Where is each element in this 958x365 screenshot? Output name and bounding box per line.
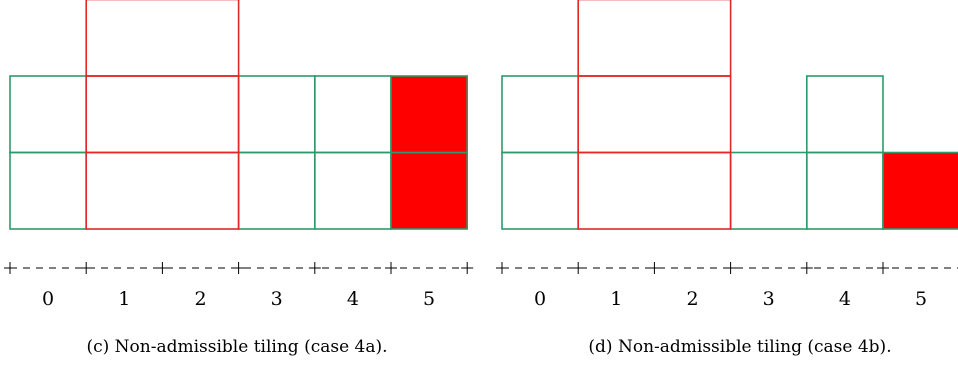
tile-red-col1-row1	[577, 75, 732, 154]
tick-label-2: 2	[686, 288, 698, 310]
tick-label-1: 1	[610, 288, 622, 310]
panel-d-tick-labels: 0 1 2 3 4 5	[534, 288, 927, 310]
tile-green-col0-row1	[501, 75, 579, 154]
panel-d: 0 1 2 3 4 5 (d) Non-admissible tiling (c…	[496, 0, 958, 357]
tile-red-col1-row0	[85, 151, 240, 230]
tick-label-5: 5	[423, 288, 435, 310]
panel-d-caption: (d) Non-admissible tiling (case 4b).	[588, 337, 891, 357]
tile-green-col4-row0	[313, 151, 392, 230]
tick-label-3: 3	[763, 288, 775, 310]
tick-label-0: 0	[42, 288, 54, 310]
tick-label-1: 1	[118, 288, 130, 310]
tile-green-col3-row0	[729, 151, 808, 230]
panel-c-caption: (c) Non-admissible tiling (case 4a).	[86, 337, 387, 357]
tile-green-col0-row1	[9, 75, 87, 154]
panel-c: 0 1 2 3 4 5 (c) Non-admissible tiling (c…	[4, 0, 474, 357]
filled-tile-green-col5-row0	[882, 151, 958, 230]
tile-green-col4-row0	[805, 151, 884, 230]
tile-red-col1-row1	[85, 75, 240, 154]
tile-green-col4-row1	[313, 75, 392, 154]
tile-green-col3-row0	[237, 151, 316, 230]
tick-label-0: 0	[534, 288, 546, 310]
tile-green-col3-row1	[237, 75, 316, 154]
panel-c-tick-labels: 0 1 2 3 4 5	[42, 288, 435, 310]
tick-label-4: 4	[347, 288, 359, 310]
tile-red-col1-row2	[577, 0, 732, 77]
filled-tile-green-col5-row1	[390, 75, 468, 154]
panel-c-tiles	[9, 0, 468, 230]
tile-green-col0-row0	[9, 151, 87, 230]
tile-green-col0-row0	[501, 151, 579, 230]
panel-d-tiles	[501, 0, 958, 230]
filled-tile-green-col5-row0	[390, 151, 468, 230]
tile-green-col4-row1	[805, 75, 884, 154]
tile-red-col1-row0	[577, 151, 732, 230]
tile-red-col1-row2	[85, 0, 240, 77]
tick-label-3: 3	[271, 288, 283, 310]
tick-label-2: 2	[194, 288, 206, 310]
panel-c-number-line	[4, 262, 474, 274]
panel-d-number-line	[496, 262, 958, 274]
tick-label-4: 4	[839, 288, 851, 310]
tick-label-5: 5	[915, 288, 927, 310]
